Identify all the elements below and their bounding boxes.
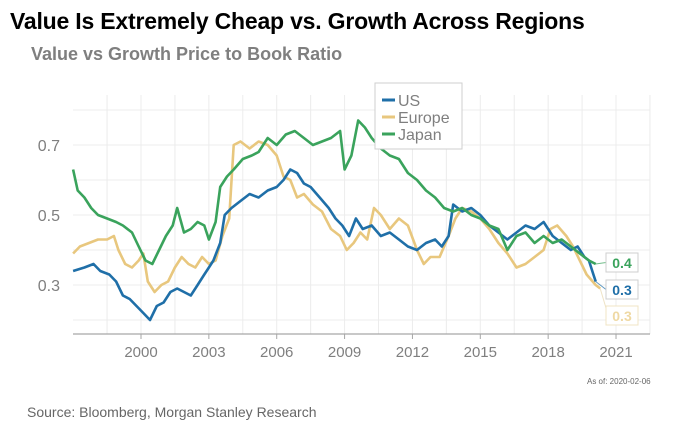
x-axis-ticks: 2000 2003 2006 2009 2012 2015 2018 2021 [124,334,633,361]
x-tick-label: 2006 [260,344,293,361]
series-line-japan [71,119,597,266]
end-label-leader [595,262,607,265]
end-label-box [605,305,639,326]
as-of-date: As of: 2020-02-06 [587,377,651,386]
y-axis-ticks: 0.3 0.5 0.7 [38,138,60,295]
end-label-box [605,279,639,300]
x-tick-label: 2018 [531,344,564,361]
end-label-us: 0.3 [612,282,632,298]
series-line-europe [72,140,601,294]
y-tick-label: 0.3 [38,278,60,295]
source-note: Source: Bloomberg, Morgan Stanley Resear… [27,404,317,420]
end-label-leader [599,288,607,309]
legend-label-europe: Europe [398,110,450,127]
x-tick-label: 2012 [396,344,429,361]
x-tick-label: 2003 [192,344,225,361]
legend-label-japan: Japan [398,127,442,144]
x-tick-label: 2021 [599,344,632,361]
x-tick-label: 2009 [328,344,361,361]
end-labels: 0.4 0.3 0.3 [595,252,639,326]
series-line-us [72,168,597,322]
y-tick-label: 0.7 [38,138,60,155]
end-label-europe: 0.3 [612,308,632,324]
end-label-leader [595,281,607,290]
end-label-box [605,252,639,273]
chart-main-title: Value Is Extremely Cheap vs. Growth Acro… [10,8,585,34]
x-tick-label: 2015 [464,344,497,361]
chart-subtitle: Value vs Growth Price to Book Ratio [31,44,343,64]
series-lines [71,119,601,322]
legend-label-us: US [398,93,420,110]
grid [73,95,651,334]
x-tick-label: 2000 [124,344,157,361]
y-tick-label: 0.5 [38,208,60,225]
end-label-japan: 0.4 [612,255,632,271]
